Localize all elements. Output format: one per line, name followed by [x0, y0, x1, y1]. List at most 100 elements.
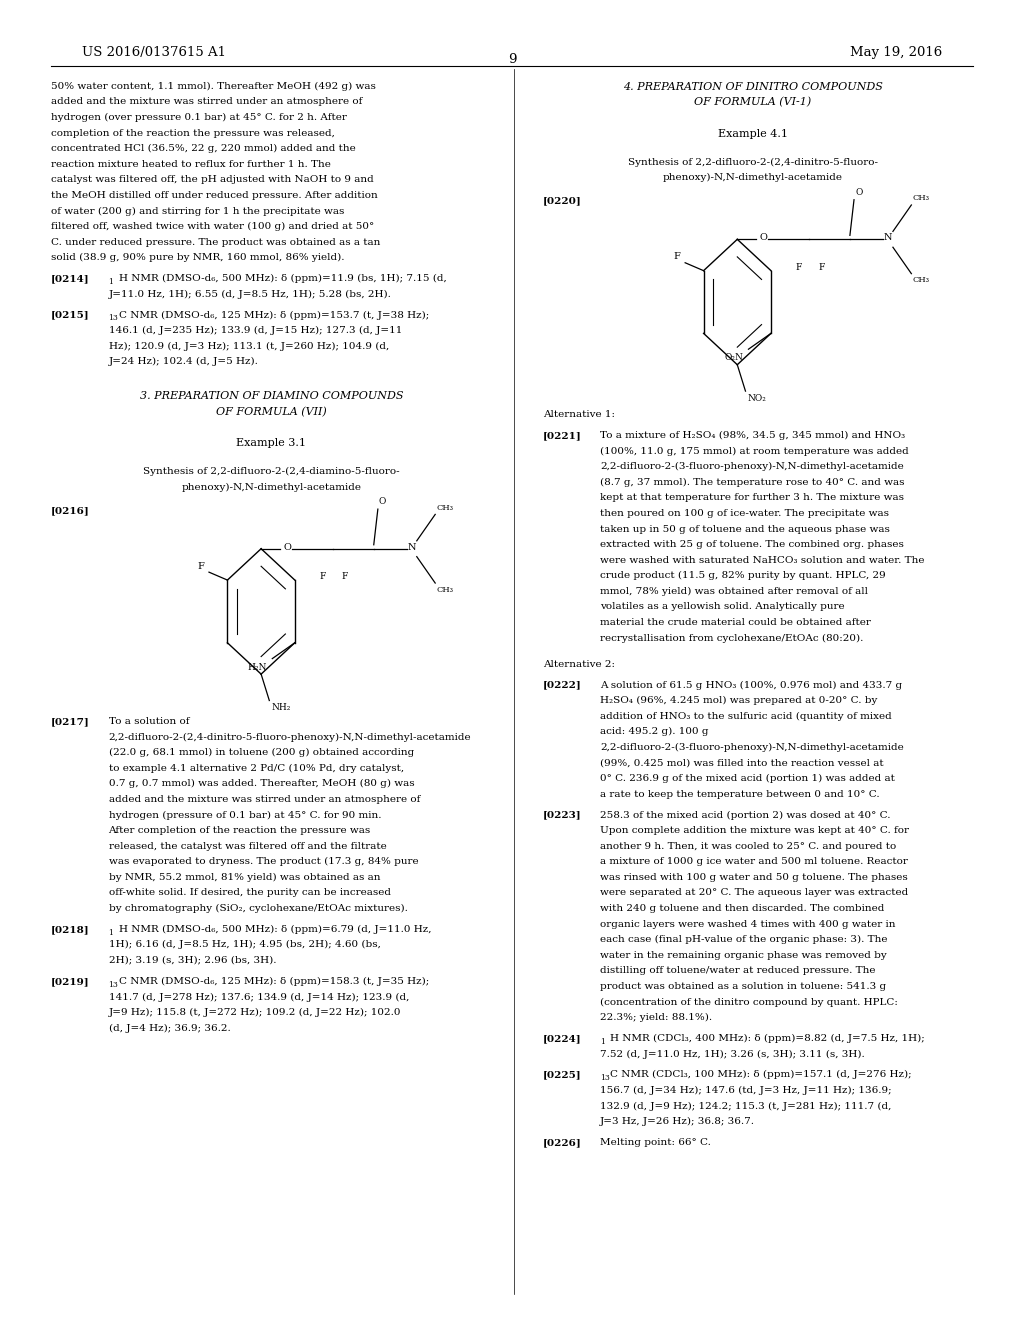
Text: were separated at 20° C. The aqueous layer was extracted: were separated at 20° C. The aqueous lay…: [600, 888, 908, 898]
Text: 258.3 of the mixed acid (portion 2) was dosed at 40° C.: 258.3 of the mixed acid (portion 2) was …: [600, 810, 891, 820]
Text: addition of HNO₃ to the sulfuric acid (quantity of mixed: addition of HNO₃ to the sulfuric acid (q…: [600, 711, 892, 721]
Text: (concentration of the dinitro compound by quant. HPLC:: (concentration of the dinitro compound b…: [600, 998, 898, 1007]
Text: 1: 1: [109, 929, 114, 937]
Text: Alternative 2:: Alternative 2:: [543, 660, 614, 669]
Text: [0222]: [0222]: [543, 681, 582, 689]
Text: J=11.0 Hz, 1H); 6.55 (d, J=8.5 Hz, 1H); 5.28 (bs, 2H).: J=11.0 Hz, 1H); 6.55 (d, J=8.5 Hz, 1H); …: [109, 289, 391, 298]
Text: May 19, 2016: May 19, 2016: [850, 46, 942, 59]
Text: 13: 13: [109, 981, 119, 989]
Text: completion of the reaction the pressure was released,: completion of the reaction the pressure …: [51, 128, 335, 137]
Text: distilling off toluene/water at reduced pressure. The: distilling off toluene/water at reduced …: [600, 966, 876, 975]
Text: C NMR (CDCl₃, 100 MHz): δ (ppm)=157.1 (d, J=276 Hz);: C NMR (CDCl₃, 100 MHz): δ (ppm)=157.1 (d…: [610, 1071, 912, 1080]
Text: O: O: [855, 187, 862, 197]
Text: Upon complete addition the mixture was kept at 40° C. for: Upon complete addition the mixture was k…: [600, 826, 909, 836]
Text: [0220]: [0220]: [543, 197, 582, 206]
Text: OF FORMULA (VII): OF FORMULA (VII): [216, 407, 327, 417]
Text: hydrogen (pressure of 0.1 bar) at 45° C. for 90 min.: hydrogen (pressure of 0.1 bar) at 45° C.…: [109, 810, 381, 820]
Text: of water (200 g) and stirring for 1 h the precipitate was: of water (200 g) and stirring for 1 h th…: [51, 206, 344, 215]
Text: H NMR (DMSO-d₆, 500 MHz): δ (ppm)=6.79 (d, J=11.0 Hz,: H NMR (DMSO-d₆, 500 MHz): δ (ppm)=6.79 (…: [119, 925, 431, 935]
Text: [0224]: [0224]: [543, 1034, 582, 1043]
Text: Hz); 120.9 (d, J=3 Hz); 113.1 (t, J=260 Hz); 104.9 (d,: Hz); 120.9 (d, J=3 Hz); 113.1 (t, J=260 …: [109, 342, 389, 351]
Text: added and the mixture was stirred under an atmosphere of: added and the mixture was stirred under …: [51, 98, 362, 107]
Text: 1: 1: [600, 1038, 605, 1045]
Text: 50% water content, 1.1 mmol). Thereafter MeOH (492 g) was: 50% water content, 1.1 mmol). Thereafter…: [51, 82, 376, 91]
Text: [0216]: [0216]: [51, 506, 90, 515]
Text: Example 3.1: Example 3.1: [237, 438, 306, 449]
Text: NH₂: NH₂: [271, 704, 291, 713]
Text: extracted with 25 g of toluene. The combined org. phases: extracted with 25 g of toluene. The comb…: [600, 540, 904, 549]
Text: CH₃: CH₃: [912, 194, 930, 202]
Text: NO₂: NO₂: [748, 393, 766, 403]
Text: F: F: [197, 562, 204, 570]
Text: O: O: [760, 234, 768, 243]
Text: [0218]: [0218]: [51, 925, 90, 933]
Text: each case (final pH-value of the organic phase: 3). The: each case (final pH-value of the organic…: [600, 935, 888, 944]
Text: 132.9 (d, J=9 Hz); 124.2; 115.3 (t, J=281 Hz); 111.7 (d,: 132.9 (d, J=9 Hz); 124.2; 115.3 (t, J=28…: [600, 1101, 892, 1110]
Text: C NMR (DMSO-d₆, 125 MHz): δ (ppm)=153.7 (t, J=38 Hz);: C NMR (DMSO-d₆, 125 MHz): δ (ppm)=153.7 …: [119, 310, 429, 319]
Text: to example 4.1 alternative 2 Pd/C (10% Pd, dry catalyst,: to example 4.1 alternative 2 Pd/C (10% P…: [109, 764, 403, 774]
Text: 2,2-difluoro-2-(3-fluoro-phenoxy)-N,N-dimethyl-acetamide: 2,2-difluoro-2-(3-fluoro-phenoxy)-N,N-di…: [600, 462, 904, 471]
Text: released, the catalyst was filtered off and the filtrate: released, the catalyst was filtered off …: [109, 842, 386, 850]
Text: Alternative 1:: Alternative 1:: [543, 411, 614, 420]
Text: with 240 g toluene and then discarded. The combined: with 240 g toluene and then discarded. T…: [600, 904, 885, 913]
Text: product was obtained as a solution in toluene: 541.3 g: product was obtained as a solution in to…: [600, 982, 886, 991]
Text: (99%, 0.425 mol) was filled into the reaction vessel at: (99%, 0.425 mol) was filled into the rea…: [600, 759, 884, 767]
Text: [0221]: [0221]: [543, 432, 582, 440]
Text: N: N: [408, 543, 416, 552]
Text: [0225]: [0225]: [543, 1071, 582, 1080]
Text: 22.3%; yield: 88.1%).: 22.3%; yield: 88.1%).: [600, 1012, 712, 1022]
Text: 2H); 3.19 (s, 3H); 2.96 (bs, 3H).: 2H); 3.19 (s, 3H); 2.96 (bs, 3H).: [109, 956, 276, 965]
Text: 4. PREPARATION OF DINITRO COMPOUNDS: 4. PREPARATION OF DINITRO COMPOUNDS: [623, 82, 883, 92]
Text: was evaporated to dryness. The product (17.3 g, 84% pure: was evaporated to dryness. The product (…: [109, 857, 418, 866]
Text: 13: 13: [600, 1074, 610, 1082]
Text: C NMR (DMSO-d₆, 125 MHz): δ (ppm)=158.3 (t, J=35 Hz);: C NMR (DMSO-d₆, 125 MHz): δ (ppm)=158.3 …: [119, 977, 429, 986]
Text: off-white solid. If desired, the purity can be increased: off-white solid. If desired, the purity …: [109, 888, 390, 898]
Text: H₂N: H₂N: [248, 663, 267, 672]
Text: 13: 13: [109, 314, 119, 322]
Text: A solution of 61.5 g HNO₃ (100%, 0.976 mol) and 433.7 g: A solution of 61.5 g HNO₃ (100%, 0.976 m…: [600, 681, 902, 690]
Text: acid: 495.2 g). 100 g: acid: 495.2 g). 100 g: [600, 727, 709, 737]
Text: C. under reduced pressure. The product was obtained as a tan: C. under reduced pressure. The product w…: [51, 238, 381, 247]
Text: Synthesis of 2,2-difluoro-2-(2,4-dinitro-5-fluoro-: Synthesis of 2,2-difluoro-2-(2,4-dinitro…: [628, 157, 878, 166]
Text: 141.7 (d, J=278 Hz); 137.6; 134.9 (d, J=14 Hz); 123.9 (d,: 141.7 (d, J=278 Hz); 137.6; 134.9 (d, J=…: [109, 993, 409, 1002]
Text: a mixture of 1000 g ice water and 500 ml toluene. Reactor: a mixture of 1000 g ice water and 500 ml…: [600, 857, 908, 866]
Text: J=24 Hz); 102.4 (d, J=5 Hz).: J=24 Hz); 102.4 (d, J=5 Hz).: [109, 358, 258, 367]
Text: filtered off, washed twice with water (100 g) and dried at 50°: filtered off, washed twice with water (1…: [51, 222, 375, 231]
Text: organic layers were washed 4 times with 400 g water in: organic layers were washed 4 times with …: [600, 920, 896, 928]
Text: (d, J=4 Hz); 36.9; 36.2.: (d, J=4 Hz); 36.9; 36.2.: [109, 1023, 230, 1032]
Text: J=3 Hz, J=26 Hz); 36.8; 36.7.: J=3 Hz, J=26 Hz); 36.8; 36.7.: [600, 1117, 755, 1126]
Text: mmol, 78% yield) was obtained after removal of all: mmol, 78% yield) was obtained after remo…: [600, 587, 868, 597]
Text: added and the mixture was stirred under an atmosphere of: added and the mixture was stirred under …: [109, 795, 420, 804]
Text: then poured on 100 g of ice-water. The precipitate was: then poured on 100 g of ice-water. The p…: [600, 510, 889, 517]
Text: Example 4.1: Example 4.1: [718, 129, 787, 139]
Text: F: F: [818, 263, 824, 272]
Text: CH₃: CH₃: [912, 276, 930, 284]
Text: 2,2-difluoro-2-(2,4-dinitro-5-fluoro-phenoxy)-N,N-dimethyl-acetamide: 2,2-difluoro-2-(2,4-dinitro-5-fluoro-phe…: [109, 733, 471, 742]
Text: reaction mixture heated to reflux for further 1 h. The: reaction mixture heated to reflux for fu…: [51, 160, 331, 169]
Text: by NMR, 55.2 mmol, 81% yield) was obtained as an: by NMR, 55.2 mmol, 81% yield) was obtain…: [109, 873, 380, 882]
Text: 2,2-difluoro-2-(3-fluoro-phenoxy)-N,N-dimethyl-acetamide: 2,2-difluoro-2-(3-fluoro-phenoxy)-N,N-di…: [600, 743, 904, 752]
Text: [0214]: [0214]: [51, 275, 90, 282]
Text: material the crude material could be obtained after: material the crude material could be obt…: [600, 618, 871, 627]
Text: 1H); 6.16 (d, J=8.5 Hz, 1H); 4.95 (bs, 2H); 4.60 (bs,: 1H); 6.16 (d, J=8.5 Hz, 1H); 4.95 (bs, 2…: [109, 940, 381, 949]
Text: O₂N: O₂N: [724, 354, 743, 362]
Text: [0226]: [0226]: [543, 1138, 582, 1147]
Text: J=9 Hz); 115.8 (t, J=272 Hz); 109.2 (d, J=22 Hz); 102.0: J=9 Hz); 115.8 (t, J=272 Hz); 109.2 (d, …: [109, 1008, 401, 1018]
Text: F: F: [342, 573, 348, 582]
Text: [0215]: [0215]: [51, 310, 90, 319]
Text: US 2016/0137615 A1: US 2016/0137615 A1: [82, 46, 226, 59]
Text: catalyst was filtered off, the pH adjusted with NaOH to 9 and: catalyst was filtered off, the pH adjust…: [51, 176, 374, 185]
Text: H NMR (CDCl₃, 400 MHz): δ (ppm)=8.82 (d, J=7.5 Hz, 1H);: H NMR (CDCl₃, 400 MHz): δ (ppm)=8.82 (d,…: [610, 1034, 925, 1043]
Text: CH₃: CH₃: [436, 504, 454, 512]
Text: 7.52 (d, J=11.0 Hz, 1H); 3.26 (s, 3H); 3.11 (s, 3H).: 7.52 (d, J=11.0 Hz, 1H); 3.26 (s, 3H); 3…: [600, 1049, 865, 1059]
Text: H NMR (DMSO-d₆, 500 MHz): δ (ppm)=11.9 (bs, 1H); 7.15 (d,: H NMR (DMSO-d₆, 500 MHz): δ (ppm)=11.9 (…: [119, 275, 446, 284]
Text: Melting point: 66° C.: Melting point: 66° C.: [600, 1138, 711, 1147]
Text: CH₃: CH₃: [436, 586, 454, 594]
Text: concentrated HCl (36.5%, 22 g, 220 mmol) added and the: concentrated HCl (36.5%, 22 g, 220 mmol)…: [51, 144, 356, 153]
Text: recrystallisation from cyclohexane/EtOAc (80:20).: recrystallisation from cyclohexane/EtOAc…: [600, 634, 863, 643]
Text: 9: 9: [508, 53, 516, 66]
Text: volatiles as a yellowish solid. Analytically pure: volatiles as a yellowish solid. Analytic…: [600, 602, 845, 611]
Text: taken up in 50 g of toluene and the aqueous phase was: taken up in 50 g of toluene and the aque…: [600, 524, 890, 533]
Text: [0217]: [0217]: [51, 717, 90, 726]
Text: OF FORMULA (VI-1): OF FORMULA (VI-1): [694, 98, 811, 108]
